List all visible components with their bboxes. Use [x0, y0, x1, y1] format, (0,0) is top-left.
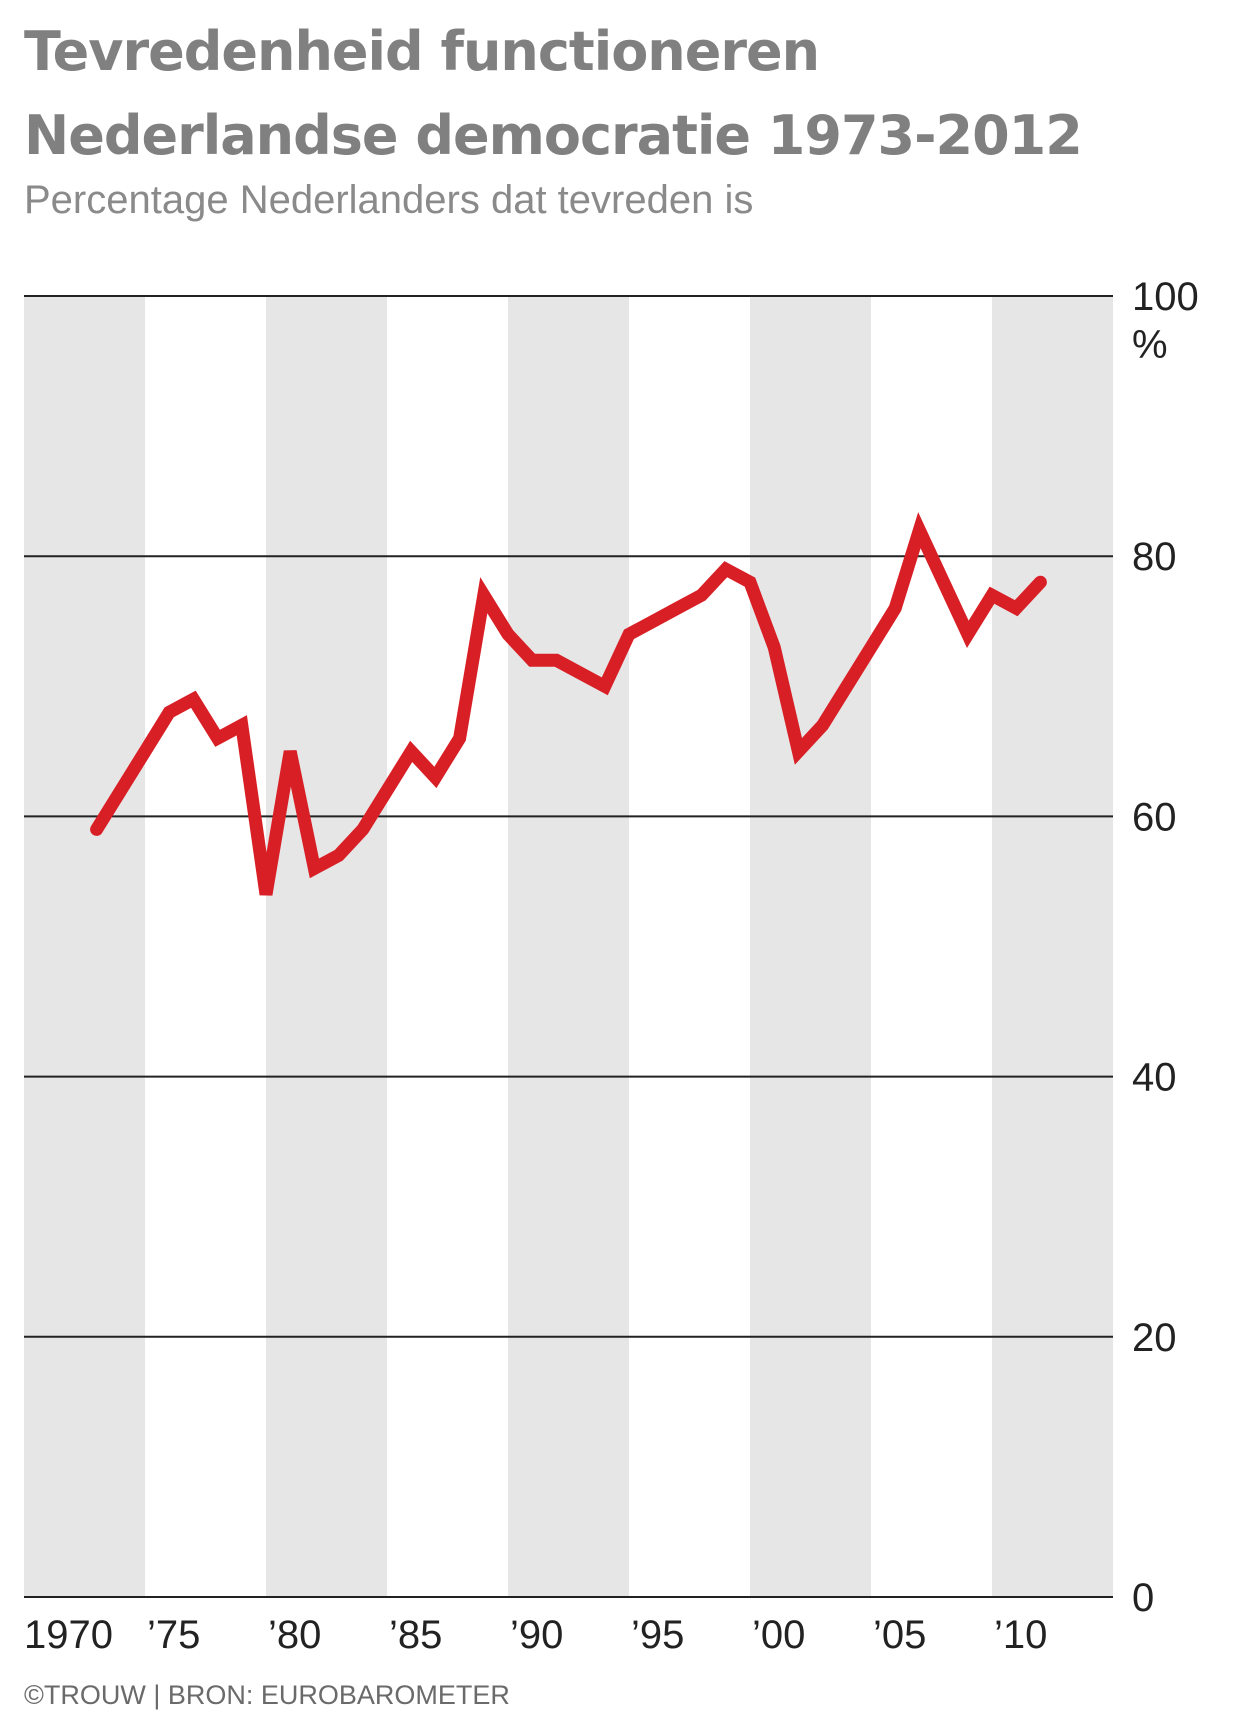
data-point-2005	[870, 646, 872, 649]
data-point-1985	[386, 789, 388, 792]
x-tick-label-2: ’80	[268, 1613, 321, 1657]
y-tick-label-100: 100	[1132, 275, 1199, 319]
data-point-1981	[289, 750, 292, 753]
chart-title-line-1: Tevredenheid functioneren	[24, 20, 820, 83]
data-point-1976	[168, 711, 171, 714]
x-tick-label-0: 1970	[24, 1613, 113, 1657]
shaded-band-0	[24, 296, 145, 1597]
data-point-1989	[482, 594, 485, 597]
source-credit: ©TROUW | BRON: EUROBAROMETER	[24, 1680, 510, 1710]
y-tick-label-20: 20	[1132, 1316, 1177, 1360]
chart-title: Tevredenheid functioneren Nederlandse de…	[24, 10, 1224, 178]
data-point-1984	[361, 828, 364, 831]
y-unit-label: %	[1132, 323, 1168, 367]
x-tick-label-6: ’00	[752, 1613, 805, 1657]
data-point-1988	[458, 737, 461, 740]
data-point-2012	[1039, 581, 1042, 584]
data-point-1990	[507, 633, 509, 636]
x-axis-ticks: 1970 ’75 ’80 ’85 ’90 ’95 ’00 ’05 ’10	[24, 1613, 1047, 1657]
data-point-2009	[966, 633, 969, 636]
x-tick-label-3: ’85	[389, 1613, 442, 1657]
data-point-2010	[991, 594, 993, 597]
shaded-band-2	[508, 296, 629, 1597]
shaded-band-4	[992, 296, 1113, 1597]
data-point-1998	[700, 594, 703, 597]
series-group	[90, 512, 1047, 896]
x-tick-label-1: ’75	[147, 1613, 200, 1657]
y-tick-label-0: 0	[1132, 1576, 1154, 1620]
data-point-1986	[410, 750, 413, 753]
x-tick-label-7: ’05	[873, 1613, 926, 1657]
year-bands	[24, 296, 1113, 1597]
data-point-1974	[119, 789, 122, 792]
data-point-1991	[531, 659, 534, 662]
data-point-1975	[144, 750, 146, 753]
data-point-1978	[216, 737, 219, 740]
data-point-2001	[773, 646, 776, 649]
y-tick-label-80: 80	[1132, 535, 1177, 579]
data-point-2003	[821, 724, 824, 727]
data-point-1983	[337, 854, 340, 857]
data-point-2002	[797, 750, 800, 753]
shaded-band-3	[750, 296, 871, 1597]
data-point-2004	[845, 685, 848, 688]
data-point-1994	[603, 685, 606, 688]
y-tick-label-60: 60	[1132, 795, 1177, 839]
data-point-2000	[749, 581, 751, 584]
chart-subtitle: Percentage Nederlanders dat tevreden is	[24, 178, 754, 222]
data-point-1979	[240, 724, 243, 727]
data-point-1973	[95, 828, 98, 831]
data-point-1999	[724, 568, 727, 571]
x-tick-label-8: ’10	[994, 1613, 1047, 1657]
data-point-2007	[918, 529, 921, 532]
data-point-2006	[894, 607, 897, 610]
y-axis-ticks: 0 20 40 60 80 100%	[1132, 275, 1199, 1620]
shaded-band-1	[266, 296, 387, 1597]
x-tick-label-4: ’90	[510, 1613, 563, 1657]
data-point-2011	[1015, 607, 1018, 610]
series-line	[90, 512, 1047, 896]
data-point-1997	[676, 607, 679, 610]
data-point-2008	[942, 581, 945, 584]
data-point-1995	[628, 633, 630, 636]
data-point-1996	[652, 620, 655, 623]
x-tick-label-5: ’95	[631, 1613, 684, 1657]
y-tick-label-40: 40	[1132, 1056, 1177, 1100]
data-point-1977	[192, 698, 195, 701]
data-point-1993	[579, 672, 582, 675]
data-point-1982	[313, 867, 316, 870]
chart-title-line-2: Nederlandse democratie 1973-2012	[24, 104, 1083, 167]
data-point-1992	[555, 659, 558, 662]
data-point-1980	[265, 893, 267, 896]
data-point-1987	[434, 776, 437, 779]
